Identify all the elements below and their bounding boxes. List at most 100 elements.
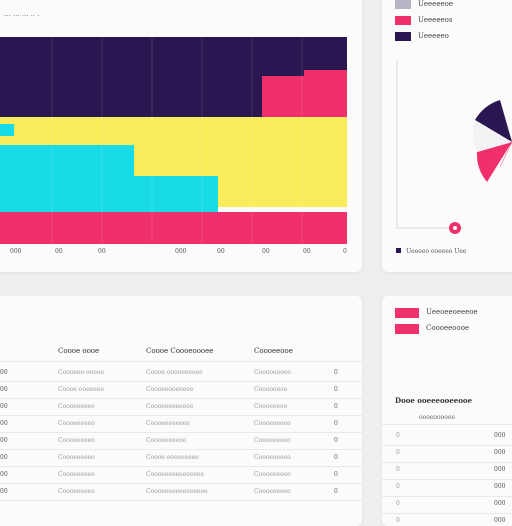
- chart-band-pink-top: [262, 70, 347, 117]
- table-cell: 0: [334, 420, 338, 427]
- table-cell: 00: [0, 454, 8, 461]
- list-item[interactable]: 0 000: [382, 481, 512, 497]
- table-cell: Coooeeeeeo: [58, 403, 95, 410]
- table-cell: Coooeeeeeeeeeeee: [146, 471, 205, 478]
- table-cell: Coooeeeeeo: [58, 437, 95, 444]
- table-cell: Coooeeeeeo: [58, 454, 95, 461]
- legend-swatch: [395, 324, 419, 334]
- table-cell: Coooeeeeeo: [254, 488, 291, 495]
- summary-title: Dooe ooeeeooeeooe: [395, 396, 473, 405]
- table-cell: 00: [0, 420, 8, 427]
- x-tick: 00: [55, 248, 63, 255]
- list-item-lead: 0: [396, 432, 400, 439]
- pie-slice-pink: [476, 142, 512, 182]
- table-cell: Coooeeeeeeeeeeeee: [146, 488, 208, 495]
- list-item-lead: 0: [396, 483, 400, 490]
- table-cell: 00: [0, 403, 8, 410]
- table-cell: 0: [334, 471, 338, 478]
- table-row[interactable]: 00 Coooeeeeeo Coooeeeeeoo Coooeeeeeo 0: [0, 434, 362, 450]
- footer-text: Ueeeeo ooeeeo Uee: [406, 248, 467, 255]
- table-row[interactable]: 00 Coooeeeeeo Coooeeeeeeeeeeee Coooeeeeeo 0: [0, 468, 362, 484]
- table-cell: Coooeeeeeo: [58, 420, 95, 427]
- table-cell: 00: [0, 437, 8, 444]
- footer-icon: [396, 248, 401, 253]
- table-cell: Cooooeeoo: [254, 386, 288, 393]
- legend-swatch: [395, 308, 419, 318]
- table-cell: 00: [0, 369, 8, 376]
- list-item-value: 000: [494, 517, 506, 524]
- table-cell: Coooe ooeeeeo: [58, 386, 104, 393]
- table-cell: 00: [0, 488, 8, 495]
- list-item-lead: 0: [396, 449, 400, 456]
- table-cell: Coooeeooeeeee: [146, 386, 194, 393]
- list-item[interactable]: 0 000: [382, 447, 512, 463]
- list-item-value: 000: [494, 466, 506, 473]
- table-cell: Coooeeeeeeee: [146, 420, 190, 427]
- legend-label: Coooeeoooe: [426, 324, 470, 332]
- list-item-value: 000: [494, 483, 506, 490]
- col-header: Coooeeooe: [254, 347, 293, 355]
- summary-card: Ueeoeeoeeeoe Coooeeoooe Dooe ooeeeooeeoo…: [382, 296, 512, 526]
- x-axis: 000 00 00 000 00 00 00 0: [0, 248, 362, 260]
- legend-label: Ueeoeeoeeeoe: [426, 308, 478, 316]
- table-cell: 0: [334, 403, 338, 410]
- pie-footer: Ueeeeo ooeeeo Uee: [396, 238, 466, 257]
- pie-slice-light: [472, 120, 512, 152]
- list-item-value: 000: [494, 432, 506, 439]
- list-item[interactable]: 0 000: [382, 464, 512, 480]
- table-card: Coooe oooe Coooe Coooeoooee Coooeeooe 00…: [0, 296, 362, 526]
- chart-band-pink-step: [134, 212, 218, 216]
- table-cell: Cooooeoooo: [254, 369, 292, 376]
- table-cell: 0: [334, 437, 338, 444]
- table-row[interactable]: 00 Coooe ooeeeeo Coooeeooeeeee Cooooeeoo 0: [0, 383, 362, 399]
- legend-swatch: [395, 32, 411, 41]
- list-item[interactable]: 0 000: [382, 515, 512, 526]
- table-row[interactable]: 00 Coooeeeeeo Coooeeeeeeee Coooeeeeeo 0: [0, 417, 362, 433]
- pie-chart: [396, 60, 512, 234]
- chart-card: ··· ··· ··· ·· · 000 00 00 000 00 00 00 …: [0, 0, 362, 272]
- table-cell: 0: [334, 488, 338, 495]
- list-item-value: 000: [494, 449, 506, 456]
- list-item-lead: 0: [396, 500, 400, 507]
- table-cell: 0: [334, 386, 338, 393]
- list-item-value: 000: [494, 500, 506, 507]
- x-tick: 000: [10, 248, 22, 255]
- table-cell: Coooeeeeeo: [254, 437, 291, 444]
- legend-swatch: [395, 0, 411, 9]
- x-tick: 00: [303, 248, 311, 255]
- table-cell: Coooeeeeeo: [254, 471, 291, 478]
- list-item-lead: 0: [396, 517, 400, 524]
- legend-swatch: [395, 16, 411, 25]
- col-header: Coooe oooe: [58, 347, 100, 355]
- stacked-area-chart: [0, 37, 347, 244]
- table-cell: Coooeeeeeeeee: [146, 403, 194, 410]
- table-cell: Coooeeeeeo: [58, 488, 95, 495]
- list-item-lead: 0: [396, 466, 400, 473]
- legend-label: Ueeeeeo: [418, 32, 449, 40]
- pie-card: Ueeeeeoe Ueeeeeos Ueeeeeo Ueeeeo ooeeeo …: [382, 0, 512, 272]
- table-row[interactable]: 00 Coooeeeeeo Coooeeeeeeeeeeeee Coooeeeeeo 0: [0, 485, 362, 501]
- table-row[interactable]: 00 Coooeeo ooooe Coooe ooooeeeeee Cooooeooo…: [0, 366, 362, 382]
- table-cell: 0: [334, 369, 338, 376]
- legend-label: Ueeeeeoe: [418, 0, 453, 8]
- table-cell: Coooeeo ooooe: [58, 369, 105, 376]
- summary-subtitle: oooeoooooe: [419, 414, 455, 421]
- table-cell: 0: [334, 454, 338, 461]
- pie-slice-navy: [475, 100, 512, 142]
- x-tick: 00: [217, 248, 225, 255]
- table-cell: 00: [0, 471, 8, 478]
- x-tick: 00: [98, 248, 106, 255]
- col-header: Coooe Coooeoooee: [146, 347, 214, 355]
- chart-gridlines: [51, 37, 303, 244]
- list-item[interactable]: 0 000: [382, 430, 512, 446]
- table-cell: Coooe eeeeeeeee: [146, 454, 199, 461]
- table-row[interactable]: 00 Coooeeeeeo Coooe eeeeeeeee Coooeeeeeo 0: [0, 451, 362, 467]
- table-row[interactable]: 00 Coooeeeeeo Coooeeeeeeeee Coooeeeeo 0: [0, 400, 362, 416]
- chart-title: ··· ··· ··· ·· ·: [4, 12, 40, 20]
- table-cell: Coooeeeeeo: [254, 420, 291, 427]
- table-cell: Coooe ooooeeeeee: [146, 369, 203, 376]
- table-cell: Coooeeeeeoo: [146, 437, 187, 444]
- table-cell: 00: [0, 386, 8, 393]
- x-tick: 0: [343, 248, 347, 255]
- chart-band-pink-bottom: [0, 212, 347, 244]
